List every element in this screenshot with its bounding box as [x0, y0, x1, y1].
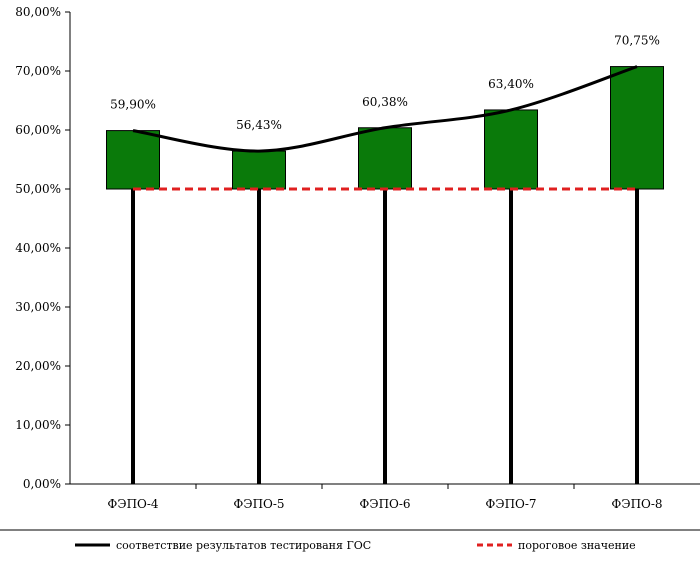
- y-tick-label: 10,00%: [15, 418, 61, 432]
- bar: [232, 150, 286, 190]
- data-label: 56,43%: [236, 118, 282, 132]
- x-category-label: ФЭПО-4: [107, 497, 159, 511]
- data-label: 59,90%: [110, 98, 156, 112]
- bar: [484, 109, 538, 190]
- series-line: [132, 65, 638, 153]
- legend-label-threshold: пороговое значение: [518, 539, 636, 552]
- data-labels: 59,90% 56,43% 60,38% 63,40% 70,75%: [110, 34, 660, 132]
- data-label: 70,75%: [614, 34, 660, 48]
- y-tick-label: 30,00%: [15, 300, 61, 314]
- x-category-label: ФЭПО-6: [359, 497, 410, 511]
- data-label: 63,40%: [488, 77, 534, 91]
- bar: [610, 66, 664, 190]
- x-axis-ticks: ФЭПО-4 ФЭПО-5 ФЭПО-6 ФЭПО-7 ФЭПО-8: [107, 484, 663, 511]
- legend-label-series: соответствие результатов тестированя ГОС: [116, 539, 371, 552]
- y-tick-label: 0,00%: [23, 477, 61, 491]
- legend: соответствие результатов тестированя ГОС…: [0, 529, 700, 552]
- y-tick-label: 50,00%: [15, 182, 61, 196]
- bar: [106, 130, 160, 190]
- y-tick-label: 40,00%: [15, 241, 61, 255]
- trend-curve: [132, 65, 638, 153]
- y-tick-label: 20,00%: [15, 359, 61, 373]
- x-category-label: ФЭПО-8: [611, 497, 662, 511]
- y-tick-label: 80,00%: [15, 5, 61, 19]
- bar: [358, 127, 412, 190]
- y-axis-ticks: 0,00% 10,00% 20,00% 30,00% 40,00% 50,00% 60,00…: [15, 5, 70, 491]
- x-category-label: ФЭПО-7: [485, 497, 536, 511]
- x-category-label: ФЭПО-5: [233, 497, 284, 511]
- bars: [106, 66, 664, 190]
- y-tick-label: 60,00%: [15, 123, 61, 137]
- y-tick-label: 70,00%: [15, 64, 61, 78]
- data-label: 60,38%: [362, 95, 408, 109]
